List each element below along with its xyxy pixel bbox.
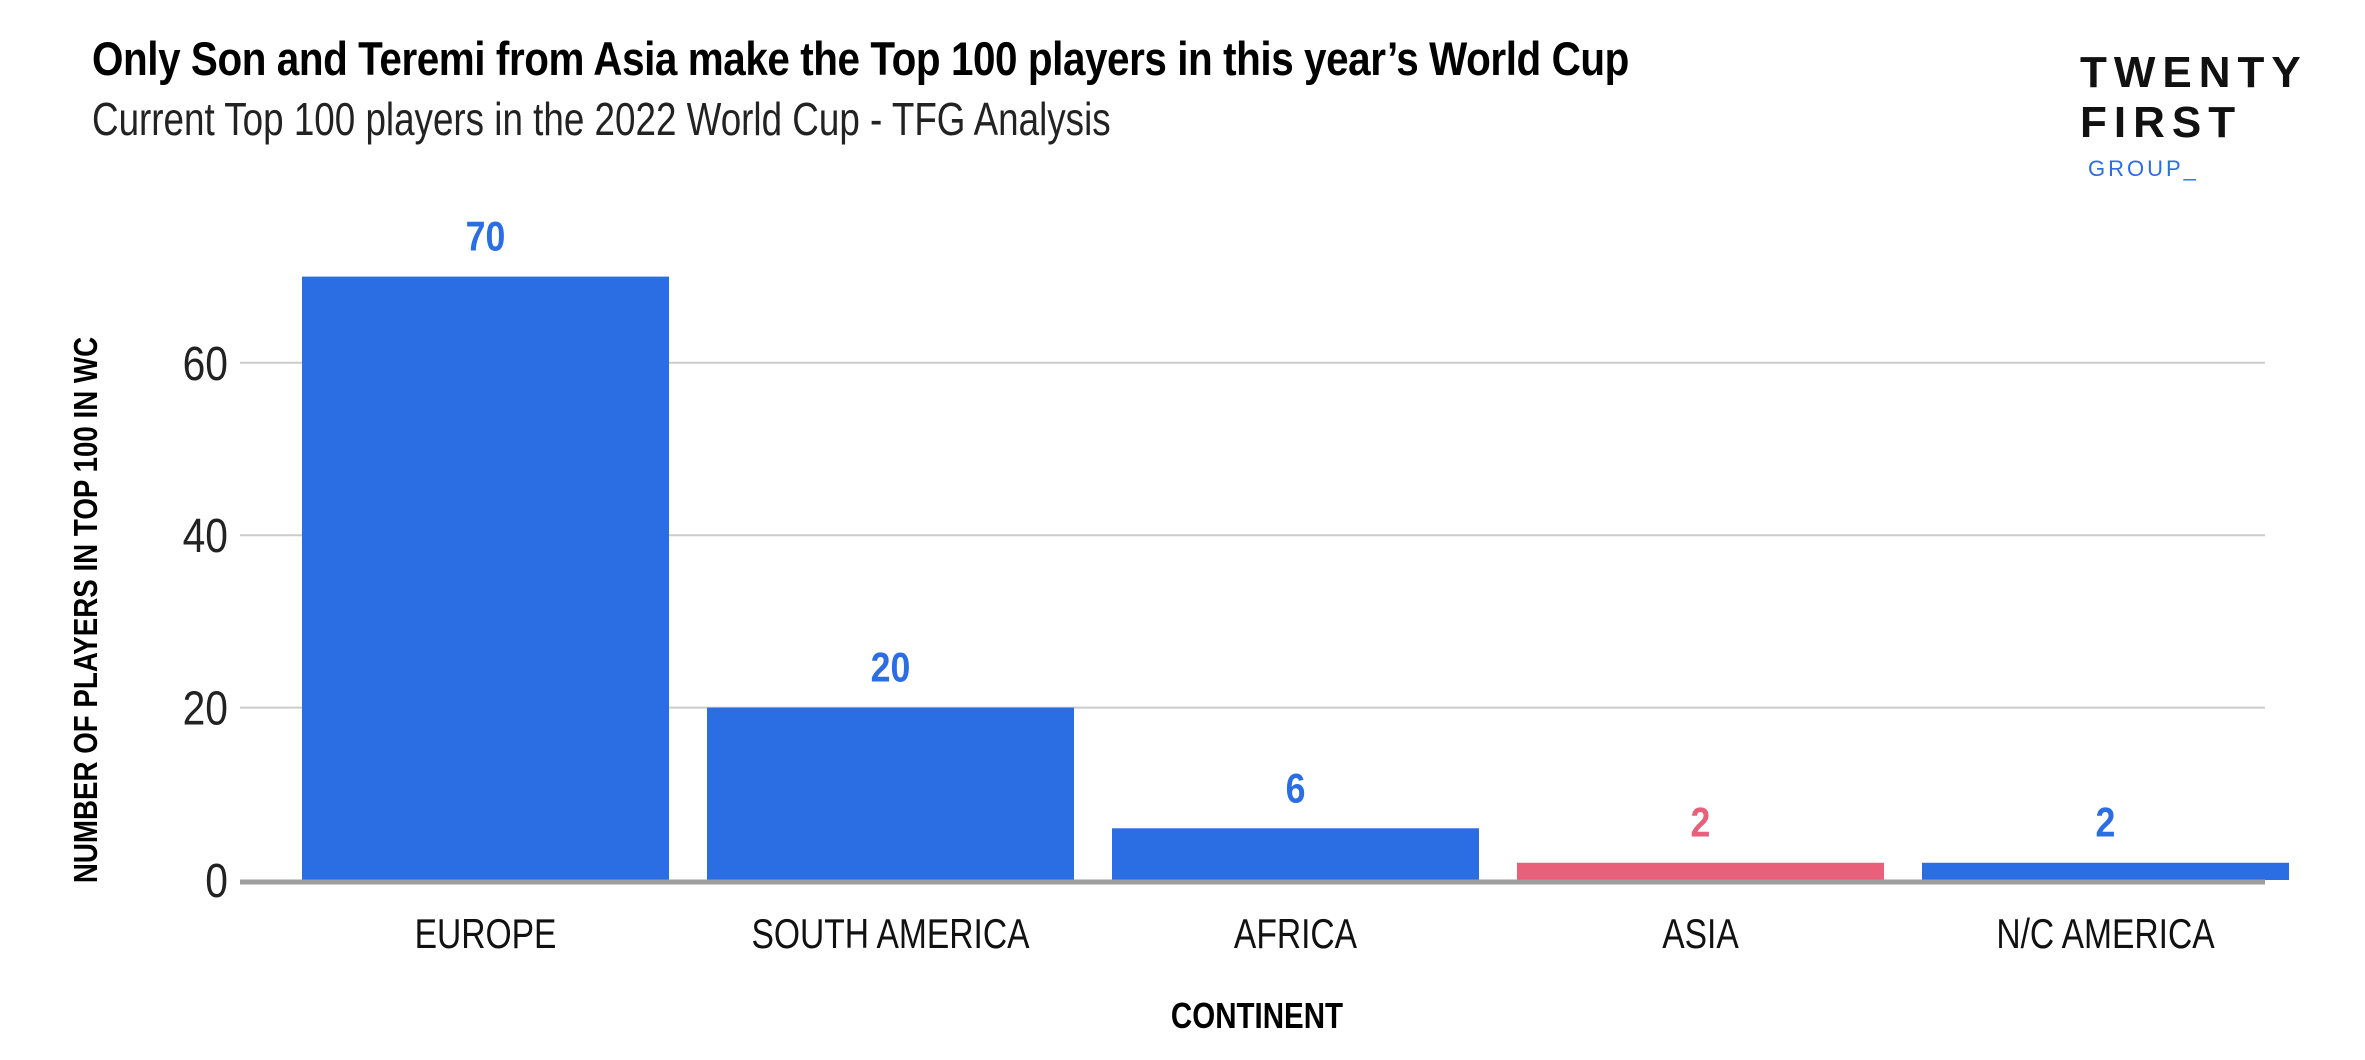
x-tick-label: EUROPE	[415, 912, 557, 958]
bar-asia	[1517, 862, 1884, 880]
bar-n-c-america	[1922, 862, 2289, 880]
bar-europe	[302, 276, 669, 881]
x-tick-label: N/C AMERICA	[1996, 912, 2215, 958]
x-axis-label: CONTINENT	[1171, 995, 1343, 1035]
twenty-first-group-logo: TWENTY FIRST GROUP_	[2080, 48, 2320, 188]
data-label: 20	[871, 645, 911, 691]
chart-subtitle: Current Top 100 players in the 2022 Worl…	[92, 93, 1111, 145]
x-tick-label: SOUTH AMERICA	[751, 912, 1030, 958]
data-label: 70	[466, 214, 506, 260]
bar-south-america	[707, 707, 1074, 880]
x-tick-label: AFRICA	[1234, 912, 1358, 958]
y-axis-label: NUMBER OF PLAYERS IN TOP 100 IN WC	[68, 337, 105, 883]
logo-line-group: GROUP_	[2088, 156, 2199, 181]
chart-title: Only Son and Teremi from Asia make the T…	[92, 32, 1629, 85]
x-tick-label: ASIA	[1662, 912, 1739, 958]
y-tick-label: 0	[205, 855, 228, 908]
chart-header: Only Son and Teremi from Asia make the T…	[92, 28, 1992, 148]
y-tick-label: 40	[183, 510, 228, 563]
bar-africa	[1112, 828, 1479, 880]
y-tick-label: 20	[183, 683, 228, 736]
logo-line-twenty: TWENTY	[2080, 48, 2308, 97]
data-label: 2	[2096, 800, 2116, 846]
data-label: 6	[1286, 766, 1306, 812]
logo-line-first: FIRST	[2080, 98, 2243, 147]
y-tick-label: 60	[183, 338, 228, 391]
data-label: 2	[1691, 800, 1711, 846]
